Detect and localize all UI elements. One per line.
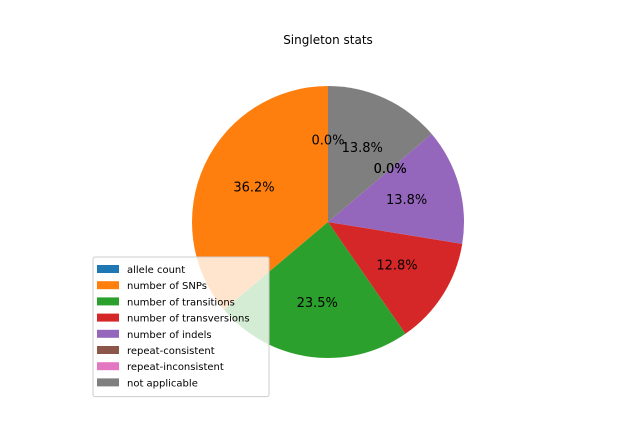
pie-percent-label-number-of-snps: 36.2%: [233, 181, 274, 196]
legend-swatch-repeat-inconsistent: [97, 362, 119, 371]
pie-percent-label-number-of-transitions: 23.5%: [297, 296, 338, 311]
legend-swatch-repeat-consistent: [97, 346, 119, 354]
legend-label-number-of-indels: number of indels: [127, 330, 212, 341]
legend-label-repeat-consistent: repeat-consistent: [127, 346, 215, 357]
legend-label-repeat-inconsistent: repeat-inconsistent: [127, 362, 224, 373]
pie-percent-labels: 0.0%36.2%23.5%12.8%13.8%0.0%0.0%13.8%: [233, 133, 427, 310]
pie-percent-label-number-of-transversions: 12.8%: [376, 259, 417, 274]
pie-slices: [191, 86, 464, 358]
pie-percent-label-number-of-indels: 13.8%: [386, 193, 427, 208]
legend-label-number-of-snps: number of SNPs: [127, 281, 207, 292]
legend-swatch-number-of-indels: [97, 329, 119, 338]
legend-label-number-of-transitions: number of transitions: [127, 297, 235, 308]
pie-slice-number-of-transversions: [328, 222, 463, 334]
legend-swatch-number-of-transversions: [97, 313, 119, 322]
legend-swatch-allele-count: [97, 265, 119, 273]
pie-slice-not-applicable: [328, 86, 432, 222]
chart-title: Singleton stats: [283, 33, 373, 47]
legend-box: [92, 256, 270, 398]
legend-swatch-number-of-snps: [97, 281, 119, 290]
pie-percent-label-repeat-inconsistent: 0.0%: [374, 162, 407, 177]
legend-label-number-of-transversions: number of transversions: [127, 314, 250, 325]
legend-swatch-number-of-transitions: [97, 297, 119, 306]
pie-slice-number-of-indels: [328, 133, 464, 244]
pie-percent-label-not-applicable: 13.8%: [342, 141, 383, 156]
legend-label-not-applicable: not applicable: [127, 378, 198, 389]
legend-swatch-not-applicable: [97, 378, 119, 387]
pie-slice-number-of-snps: [191, 86, 328, 310]
legend: allele count number of SNPs number of tran…: [92, 256, 270, 398]
legend-label-allele-count: allele count: [127, 265, 185, 276]
pie-percent-label-allele-count: 0.0%: [311, 133, 344, 148]
pie-percent-label-repeat-consistent: 0.0%: [374, 162, 407, 177]
